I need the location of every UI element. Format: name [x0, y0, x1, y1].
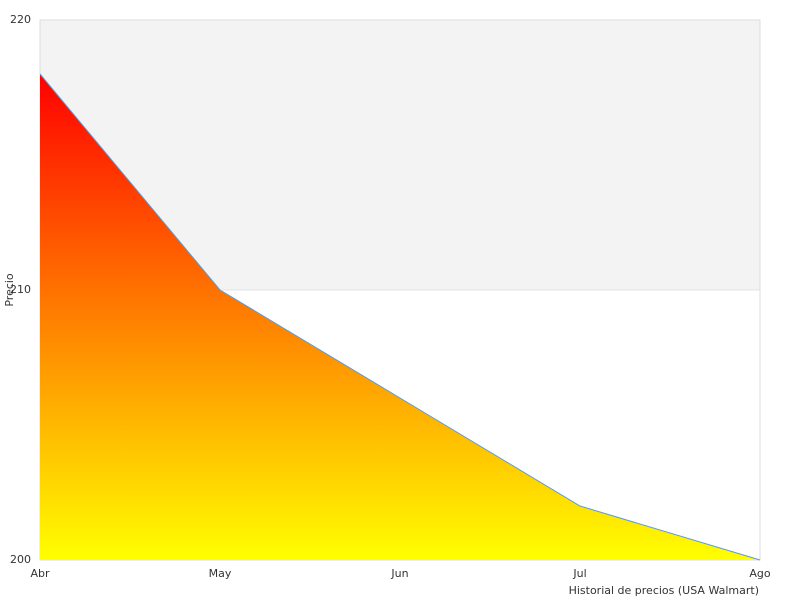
y-axis-title: Precio: [3, 273, 16, 307]
y-tick-label: 200: [10, 553, 31, 566]
x-tick-label: Jun: [390, 567, 408, 580]
x-tick-label: May: [209, 567, 232, 580]
y-tick-label: 220: [10, 13, 31, 26]
x-tick-label: Ago: [749, 567, 771, 580]
x-tick-label: Abr: [30, 567, 50, 580]
x-tick-label: Jul: [572, 567, 586, 580]
line: [39, 73, 761, 561]
x-axis-title: Historial de precios (USA Walmart): [569, 584, 759, 597]
y-tick-label: 210: [10, 283, 31, 296]
area: [40, 74, 760, 560]
